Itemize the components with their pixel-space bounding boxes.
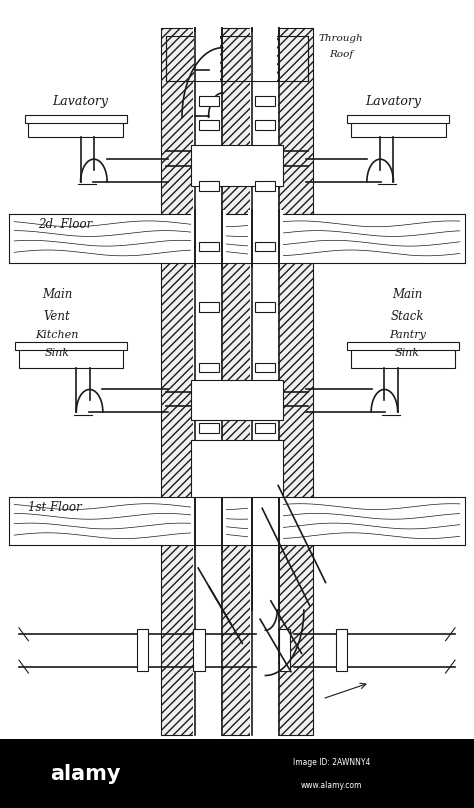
Bar — [351, 347, 455, 368]
Bar — [251, 32, 277, 81]
Bar — [193, 629, 205, 671]
Text: Stack: Stack — [391, 310, 424, 323]
Bar — [347, 342, 459, 350]
Bar — [194, 32, 220, 81]
Text: Image ID: 2AWNNY4: Image ID: 2AWNNY4 — [293, 758, 371, 768]
Bar — [161, 28, 313, 735]
Text: alamy: alamy — [50, 764, 120, 784]
Text: www.alamy.com: www.alamy.com — [301, 781, 363, 790]
Bar — [0, 739, 474, 808]
Bar — [199, 96, 219, 106]
Bar — [199, 423, 219, 433]
Bar — [199, 363, 219, 372]
Bar — [255, 120, 275, 130]
Bar — [9, 497, 465, 545]
Bar — [336, 629, 347, 671]
Bar — [193, 20, 221, 739]
Bar — [25, 115, 127, 123]
Bar — [199, 120, 219, 130]
Bar — [191, 380, 283, 420]
Text: Pantry: Pantry — [389, 330, 426, 340]
Bar — [255, 484, 275, 494]
Bar — [191, 440, 283, 497]
Bar — [199, 181, 219, 191]
Bar — [250, 20, 278, 739]
Text: Sink: Sink — [45, 348, 69, 358]
Bar — [255, 181, 275, 191]
Bar — [137, 629, 148, 671]
Text: 2d. Floor: 2d. Floor — [38, 218, 92, 231]
Text: Through: Through — [319, 34, 364, 44]
Bar — [191, 210, 226, 263]
Bar — [255, 302, 275, 312]
Bar — [28, 120, 123, 137]
Bar — [255, 96, 275, 106]
Bar — [191, 493, 226, 545]
Text: Kitchen: Kitchen — [35, 330, 79, 340]
Bar — [255, 423, 275, 433]
Bar — [347, 115, 449, 123]
Text: Main: Main — [42, 288, 72, 301]
Bar — [279, 629, 290, 671]
Bar — [248, 210, 283, 263]
Bar — [199, 484, 219, 494]
Text: Roof: Roof — [329, 50, 354, 60]
Bar — [191, 145, 283, 186]
Text: Vent: Vent — [44, 310, 70, 323]
Text: Sink: Sink — [395, 348, 420, 358]
Text: Lavatory: Lavatory — [365, 95, 421, 107]
Bar — [351, 120, 446, 137]
Bar — [19, 347, 123, 368]
Bar — [9, 214, 465, 263]
Text: Lavatory: Lavatory — [53, 95, 109, 107]
Bar — [199, 302, 219, 312]
Bar — [166, 36, 308, 81]
Bar — [255, 363, 275, 372]
Text: Main: Main — [392, 288, 423, 301]
Bar — [255, 242, 275, 251]
Text: 1st Floor: 1st Floor — [28, 501, 82, 514]
Bar — [248, 493, 283, 545]
Bar — [199, 242, 219, 251]
Bar — [15, 342, 127, 350]
